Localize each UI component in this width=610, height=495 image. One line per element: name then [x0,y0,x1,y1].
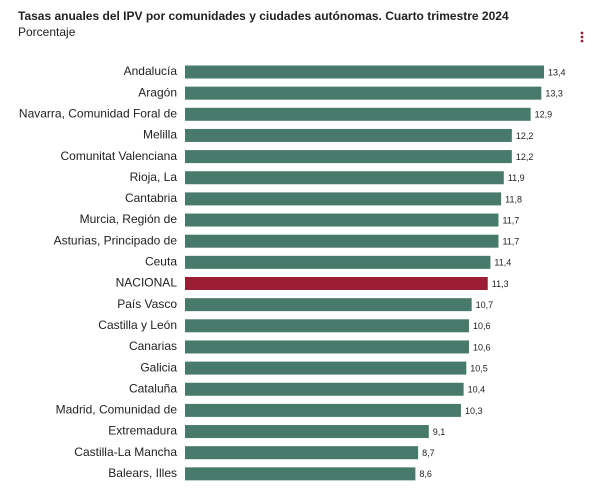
category-label: Madrid, Comunidad de [56,403,178,417]
bar [185,65,544,79]
chart-title: Tasas anuales del IPV por comunidades y … [18,9,509,23]
value-label: 10,5 [470,363,488,373]
value-label: 11,8 [505,194,522,204]
category-label: Rioja, La [130,170,178,184]
value-label: 10,6 [473,321,491,331]
value-label: 10,4 [468,385,486,395]
category-label: Balears, Illes [108,466,177,480]
bar [185,340,469,354]
category-label: Ceuta [145,255,177,269]
category-label: Galicia [140,360,177,374]
category-label: Extremadura [108,424,177,438]
category-label: Murcia, Región de [80,212,178,226]
value-label: 13,4 [548,67,566,77]
bar [185,213,499,227]
category-label: Castilla-La Mancha [74,445,177,459]
bar [185,403,461,417]
bar [185,467,416,481]
value-label: 12,2 [516,131,534,141]
bar [185,107,531,121]
value-label: 12,9 [535,110,553,120]
category-label: Melilla [143,128,177,142]
value-label: 10,7 [476,300,494,310]
category-label: Andalucía [124,64,178,78]
value-label: 11,9 [508,173,525,183]
bar [185,382,464,396]
bar [185,277,488,290]
category-label: Castilla y León [98,318,177,332]
menu-icon[interactable] [580,31,584,43]
value-label: 11,7 [502,237,519,247]
bar [185,128,512,142]
category-label: Comunitat Valenciana [60,149,177,163]
bar [185,319,469,333]
bar [185,425,429,439]
bar [185,86,542,100]
category-label: NACIONAL [116,276,178,290]
category-label: Asturias, Principado de [54,233,178,247]
bar [185,298,472,312]
value-label: 9,1 [433,427,446,437]
chart-subtitle: Porcentaje [18,25,76,39]
bar [185,234,499,248]
bar [185,150,512,164]
bar [185,446,419,460]
bar [185,361,467,375]
category-label: Aragón [138,85,177,99]
category-label: Cantabria [125,191,177,205]
category-label: Cataluña [129,381,177,395]
category-label: Canarias [129,339,177,353]
value-label: 8,6 [419,469,432,479]
bar [185,171,504,185]
value-label: 10,3 [465,406,483,416]
value-label: 13,3 [545,89,563,99]
bar [185,192,502,206]
value-label: 11,3 [492,279,509,289]
value-label: 11,7 [502,215,519,225]
category-label: País Vasco [117,297,177,311]
value-label: 8,7 [422,448,435,458]
value-label: 12,2 [516,152,534,162]
value-label: 10,6 [473,342,491,352]
category-label: Navarra, Comunidad Foral de [19,106,177,120]
value-label: 11,4 [494,258,511,268]
bar [185,255,491,269]
